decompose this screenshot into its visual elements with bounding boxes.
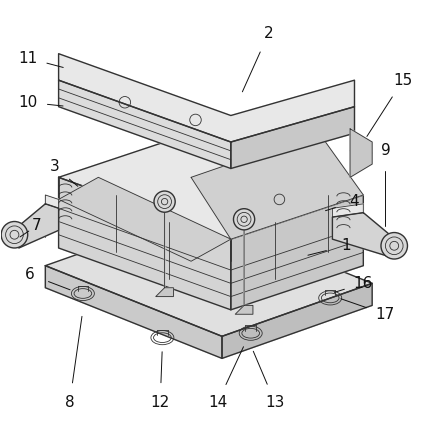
Polygon shape: [45, 195, 59, 208]
Text: 14: 14: [208, 395, 227, 410]
Polygon shape: [45, 266, 222, 358]
Polygon shape: [59, 80, 231, 168]
Text: 17: 17: [376, 307, 395, 322]
Circle shape: [1, 222, 28, 248]
Text: 6: 6: [25, 267, 35, 282]
Text: 16: 16: [353, 276, 373, 291]
Text: 15: 15: [393, 73, 412, 88]
Polygon shape: [59, 133, 363, 239]
Polygon shape: [156, 213, 174, 296]
Text: 1: 1: [341, 238, 350, 253]
Text: 9: 9: [381, 144, 390, 158]
Circle shape: [234, 209, 255, 230]
Polygon shape: [333, 213, 390, 257]
Text: 2: 2: [264, 26, 273, 41]
Text: 3: 3: [49, 159, 59, 174]
Polygon shape: [191, 133, 363, 239]
Text: 10: 10: [18, 95, 37, 110]
Text: 8: 8: [65, 395, 75, 410]
Circle shape: [154, 191, 175, 212]
Text: 4: 4: [350, 194, 359, 209]
Text: 11: 11: [18, 51, 37, 66]
Circle shape: [381, 233, 408, 259]
Polygon shape: [222, 284, 372, 358]
Polygon shape: [235, 230, 253, 314]
Polygon shape: [59, 177, 231, 261]
Polygon shape: [333, 204, 363, 217]
Polygon shape: [45, 213, 372, 336]
Polygon shape: [59, 177, 231, 310]
Polygon shape: [59, 54, 354, 142]
Polygon shape: [231, 107, 354, 168]
Text: 7: 7: [32, 218, 41, 233]
Text: 12: 12: [151, 395, 170, 410]
Polygon shape: [231, 195, 363, 310]
Polygon shape: [350, 129, 372, 177]
Text: 13: 13: [266, 395, 285, 410]
Polygon shape: [19, 204, 59, 248]
